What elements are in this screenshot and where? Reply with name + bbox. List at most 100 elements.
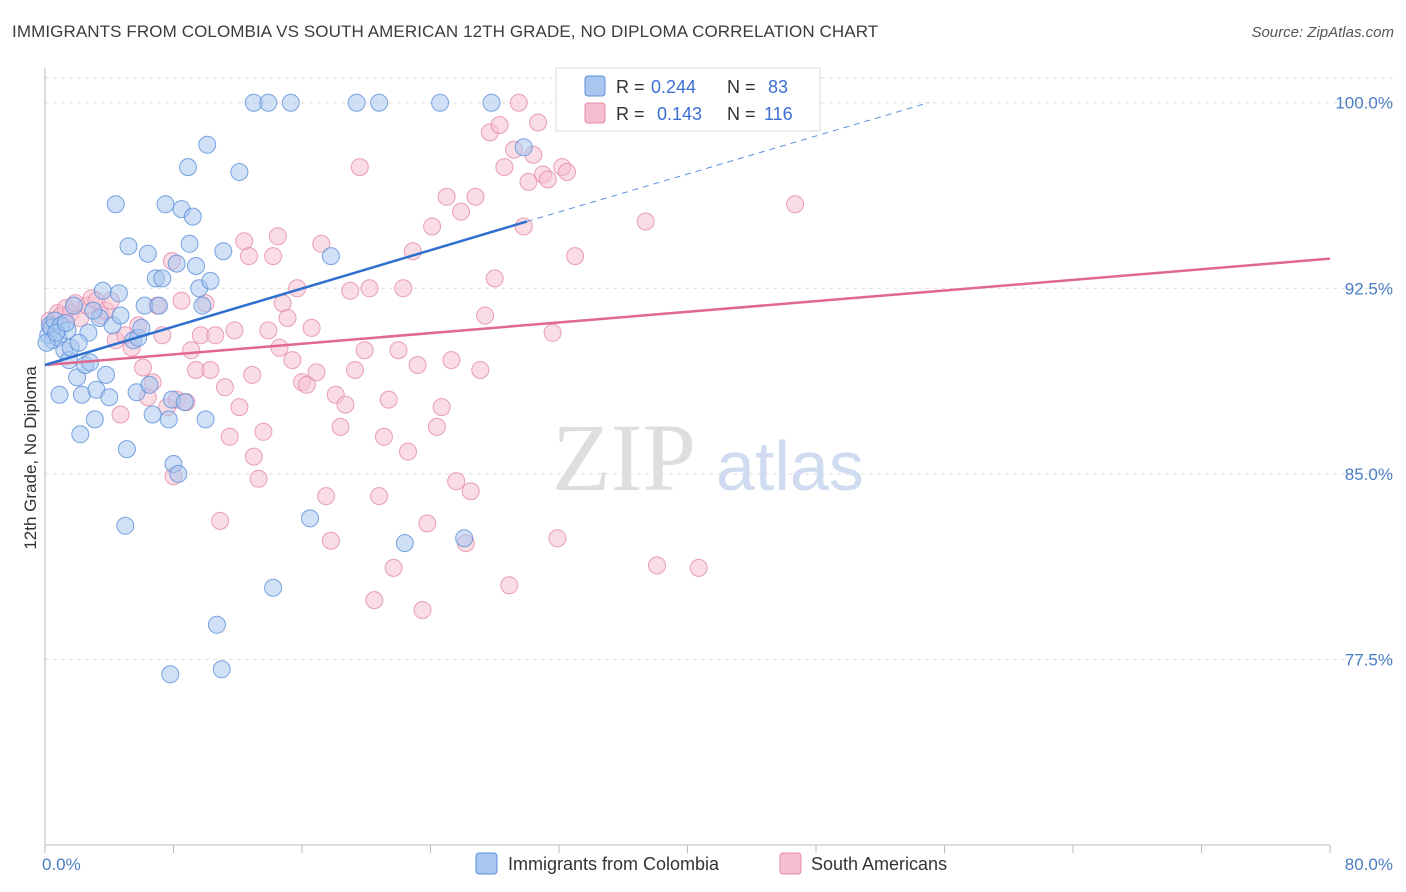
colombia-point-43 — [156, 195, 175, 214]
south-americans-point-41 — [240, 247, 258, 266]
south-americans-point-97 — [509, 93, 528, 112]
south-americans-point-92 — [485, 269, 504, 288]
colombia-point-64 — [230, 163, 249, 181]
south-americans-point-38 — [225, 321, 244, 340]
south-americans-point-82 — [437, 187, 456, 206]
watermark: ZIP atlas — [552, 404, 864, 511]
colombia-point-23 — [97, 365, 115, 384]
colombia-point-49 — [169, 464, 188, 483]
colombia-point-52 — [179, 158, 197, 177]
south-americans-point-98 — [514, 217, 533, 236]
south-americans-point-73 — [394, 279, 413, 298]
south-americans-point-27 — [172, 291, 191, 310]
stats-legend: R = 0.244 N = 83 R = 0.143 N = 116 — [555, 67, 821, 132]
south-americans-point-110 — [648, 556, 666, 575]
south-americans-point-93 — [490, 116, 509, 134]
colombia-point-24 — [100, 388, 119, 407]
colombia-point-38 — [140, 375, 159, 394]
stats-legend-n-value-pink: 116 — [764, 104, 793, 124]
south-americans-point-65 — [355, 341, 374, 360]
south-americans-point-56 — [312, 234, 331, 253]
south-americans-point-72 — [389, 341, 408, 360]
stats-legend-r-label-blue: R = — [616, 77, 645, 97]
y-tick-label-2: 92.5% — [1345, 279, 1393, 298]
x-tick-label-1: 80.0% — [1345, 855, 1393, 874]
south-americans-point-112 — [786, 195, 805, 214]
colombia-point-42 — [153, 269, 172, 288]
south-americans-point-61 — [336, 395, 355, 414]
south-americans-point-33 — [201, 361, 220, 379]
south-americans-point-80 — [427, 417, 446, 436]
south-americans-point-36 — [215, 378, 234, 397]
south-americans-point-83 — [442, 351, 461, 370]
colombia-point-31 — [119, 237, 138, 256]
series-legend-label-south-americans: South Americans — [811, 854, 947, 874]
south-americans-point-69 — [374, 427, 393, 446]
south-americans-point-35 — [211, 511, 230, 530]
south-americans-point-111 — [689, 558, 708, 577]
south-americans-trendline — [44, 257, 1331, 367]
colombia-point-71 — [347, 93, 366, 112]
south-americans-point-76 — [408, 356, 427, 374]
south-americans-point-63 — [346, 361, 364, 379]
colombia-point-55 — [187, 257, 205, 275]
south-americans-point-71 — [384, 558, 403, 577]
south-americans-point-43 — [249, 469, 268, 488]
colombia-point-39 — [143, 405, 162, 424]
south-americans-point-77 — [413, 601, 432, 619]
colombia-point-26 — [106, 195, 125, 214]
trendlines — [44, 102, 1331, 367]
south-americans-point-78 — [418, 514, 437, 533]
colombia-point-81 — [69, 333, 88, 352]
south-americans-point-88 — [466, 187, 485, 206]
y-tick-label-0: 77.5% — [1345, 650, 1393, 669]
axes — [44, 68, 1331, 853]
colombia-point-30 — [117, 440, 136, 459]
south-americans-point-109 — [636, 212, 655, 231]
colombia-point-75 — [455, 529, 474, 548]
south-americans-point-68 — [370, 487, 389, 506]
colombia-point-66 — [259, 93, 278, 112]
colombia-point-69 — [301, 509, 319, 528]
colombia-point-61 — [207, 615, 226, 634]
south-americans-point-46 — [264, 247, 283, 266]
south-americans-point-39 — [230, 398, 249, 417]
south-americans-point-90 — [476, 306, 495, 325]
south-americans-point-84 — [447, 472, 466, 491]
colombia-point-72 — [370, 93, 389, 112]
south-americans-point-79 — [423, 217, 442, 236]
series-legend-label-colombia: Immigrants from Colombia — [508, 854, 720, 874]
colombia-point-74 — [431, 93, 450, 112]
colombia-point-70 — [321, 247, 340, 266]
source-label: Source: ZipAtlas.com — [1251, 24, 1394, 41]
south-americans-point-55 — [307, 363, 326, 382]
south-americans-point-37 — [220, 427, 239, 446]
colombia-point-63 — [214, 242, 233, 261]
south-americans-point-57 — [317, 487, 336, 506]
colombia-point-6 — [50, 385, 69, 404]
chart-title: IMMIGRANTS FROM COLOMBIA VS SOUTH AMERIC… — [12, 22, 879, 41]
south-americans-point-53 — [297, 375, 316, 394]
colombia-points — [37, 93, 533, 684]
south-americans-point-34 — [206, 326, 225, 345]
series-legend-swatch-colombia — [475, 852, 498, 875]
colombia-point-76 — [482, 93, 501, 112]
colombia-point-68 — [281, 93, 300, 112]
colombia-point-12 — [64, 296, 83, 315]
colombia-point-54 — [183, 207, 202, 226]
south-americans-point-67 — [365, 591, 384, 610]
colombia-point-22 — [93, 281, 112, 300]
south-americans-point-44 — [254, 422, 273, 441]
south-americans-point-50 — [283, 351, 302, 370]
x-tick-label-0: 0.0% — [42, 855, 81, 874]
series-legend: Immigrants from Colombia South Americans — [475, 852, 947, 875]
y-tick-label-1: 85.0% — [1345, 465, 1393, 484]
south-americans-point-103 — [538, 170, 557, 189]
stats-legend-r-label-pink: R = — [616, 104, 645, 124]
y-axis-title: 12th Grade, No Diploma — [21, 366, 40, 550]
colombia-point-82 — [84, 301, 103, 320]
x-tick-labels: 0.0% 80.0% — [42, 855, 1393, 874]
colombia-point-37 — [138, 244, 157, 263]
south-americans-point-85 — [452, 202, 470, 221]
